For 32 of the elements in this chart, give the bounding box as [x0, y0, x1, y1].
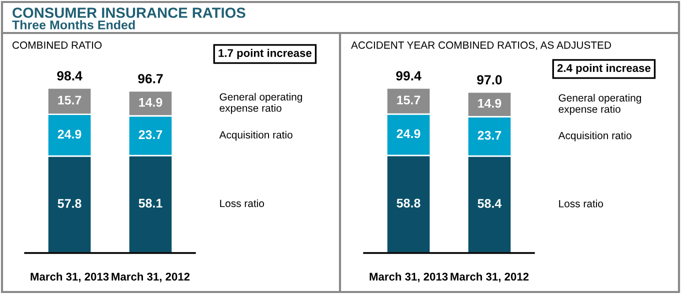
- data-label: 23.7: [478, 130, 502, 140]
- text: Loss ratio: [220, 199, 264, 208]
- data-label: 58.1: [138, 198, 162, 208]
- data-label: 15.7: [58, 96, 82, 105]
- text: Acquisition ratio: [219, 130, 292, 141]
- data-label: 58.4: [478, 199, 502, 208]
- text: 2.4 point increase: [557, 64, 650, 74]
- data-label: 14.9: [478, 98, 502, 108]
- data-label: 14.9: [139, 98, 162, 107]
- text: General operating expense ratio: [558, 94, 642, 115]
- text: General operating expense ratio: [220, 92, 302, 114]
- x-tick-label: March 31, 2012: [112, 272, 190, 282]
- x-tick-label: March 31, 2013: [370, 272, 448, 282]
- text: ACCIDENT YEAR COMBINED RATIOS, AS ADJUSTED: [351, 41, 611, 50]
- data-label: 23.7: [138, 130, 162, 140]
- chart-title: CONSUMER INSURANCE RATIOS: [12, 8, 246, 18]
- data-label: 24.9: [58, 130, 82, 139]
- text: Loss ratio: [559, 200, 604, 208]
- data-label: 58.8: [396, 198, 420, 208]
- total-label: 97.0: [477, 75, 502, 84]
- text: 1.7 point increase: [218, 48, 312, 60]
- x-tick-label: March 31, 2013: [30, 272, 109, 282]
- x-tick-label: March 31, 2012: [450, 272, 529, 282]
- data-label: 57.8: [58, 199, 82, 208]
- total-label: 96.7: [138, 74, 163, 84]
- data-label: 15.7: [397, 96, 420, 104]
- chart-subtitle: Three Months Ended: [12, 20, 135, 30]
- text: Acquisition ratio: [558, 132, 632, 142]
- total-label: 99.4: [396, 71, 422, 80]
- text: COMBINED RATIO: [12, 41, 102, 49]
- data-label: 24.9: [396, 129, 420, 138]
- total-label: 98.4: [57, 71, 82, 80]
